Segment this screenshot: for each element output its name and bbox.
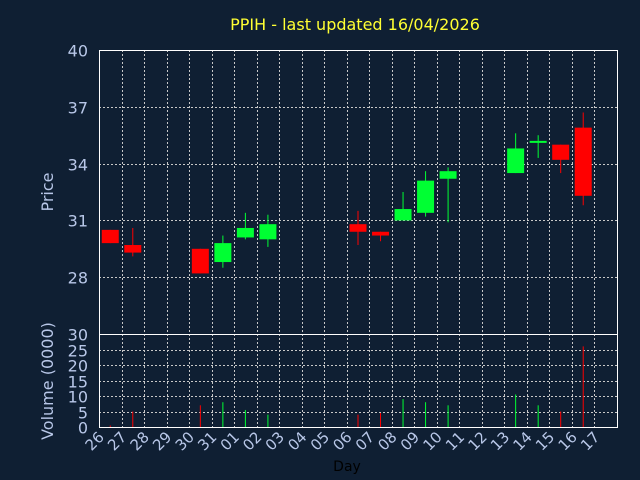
- volume-plot-frame: [99, 334, 618, 428]
- price-y-ticks: 28 31 34 37 40: [68, 42, 88, 288]
- volume-y-tick-label: 20: [68, 357, 88, 376]
- candle: [101, 229, 119, 244]
- candle-body: [214, 243, 232, 263]
- candle: [259, 214, 277, 247]
- candle-body: [574, 127, 592, 196]
- candle-body: [394, 209, 412, 221]
- x-ticks: 2627282930310102030405060708091011121314…: [82, 428, 604, 454]
- candle-body: [439, 171, 457, 179]
- volume-axis-label: Volume (0000): [38, 322, 57, 440]
- volume-y-tick-label: 25: [68, 342, 88, 361]
- candle-body: [236, 227, 254, 238]
- candle: [417, 171, 435, 217]
- price-y-tick-label: 34: [68, 156, 88, 175]
- volume-y-tick-label: 15: [68, 373, 88, 392]
- candle-body: [124, 245, 142, 253]
- volume-y-tick-label: 5: [78, 404, 88, 423]
- candle: [372, 231, 390, 242]
- candle-body: [259, 224, 277, 240]
- price-y-tick-label: 28: [68, 269, 88, 288]
- price-y-tick-label: 40: [68, 42, 88, 61]
- volume-y-tick-label: 30: [68, 326, 88, 345]
- candle-body: [507, 148, 525, 174]
- candlestick-series: [101, 112, 592, 274]
- candle: [529, 135, 547, 158]
- volume-y-tick-label: 0: [78, 419, 88, 438]
- candle: [574, 112, 592, 206]
- x-axis-label: Day: [333, 459, 361, 475]
- candle: [236, 212, 254, 240]
- candle-body: [529, 140, 547, 143]
- price-plot-frame: [99, 50, 618, 335]
- price-axis-label: Price: [38, 172, 57, 211]
- price-y-tick-label: 37: [68, 99, 88, 118]
- candle: [214, 235, 232, 268]
- volume-series: [109, 346, 584, 427]
- candle-body: [417, 180, 435, 213]
- candle-body: [552, 144, 570, 160]
- candle: [439, 167, 457, 223]
- candle: [552, 144, 570, 174]
- candle: [124, 227, 142, 257]
- candle-body: [101, 229, 119, 244]
- price-grid: [99, 50, 617, 334]
- chart-title: PPIH - last updated 16/04/2026: [230, 15, 480, 34]
- x-tick-label: 17: [577, 428, 603, 454]
- volume-y-tick-label: 10: [68, 388, 88, 407]
- candle: [394, 192, 412, 221]
- plot-frames: [99, 50, 618, 428]
- candle: [349, 210, 367, 246]
- candle: [191, 248, 209, 274]
- volume-grid: [99, 334, 617, 427]
- candle-body: [349, 224, 367, 232]
- candle-body: [191, 248, 209, 274]
- candle: [507, 133, 525, 174]
- candle-body: [372, 231, 390, 236]
- price-y-tick-label: 31: [68, 212, 88, 231]
